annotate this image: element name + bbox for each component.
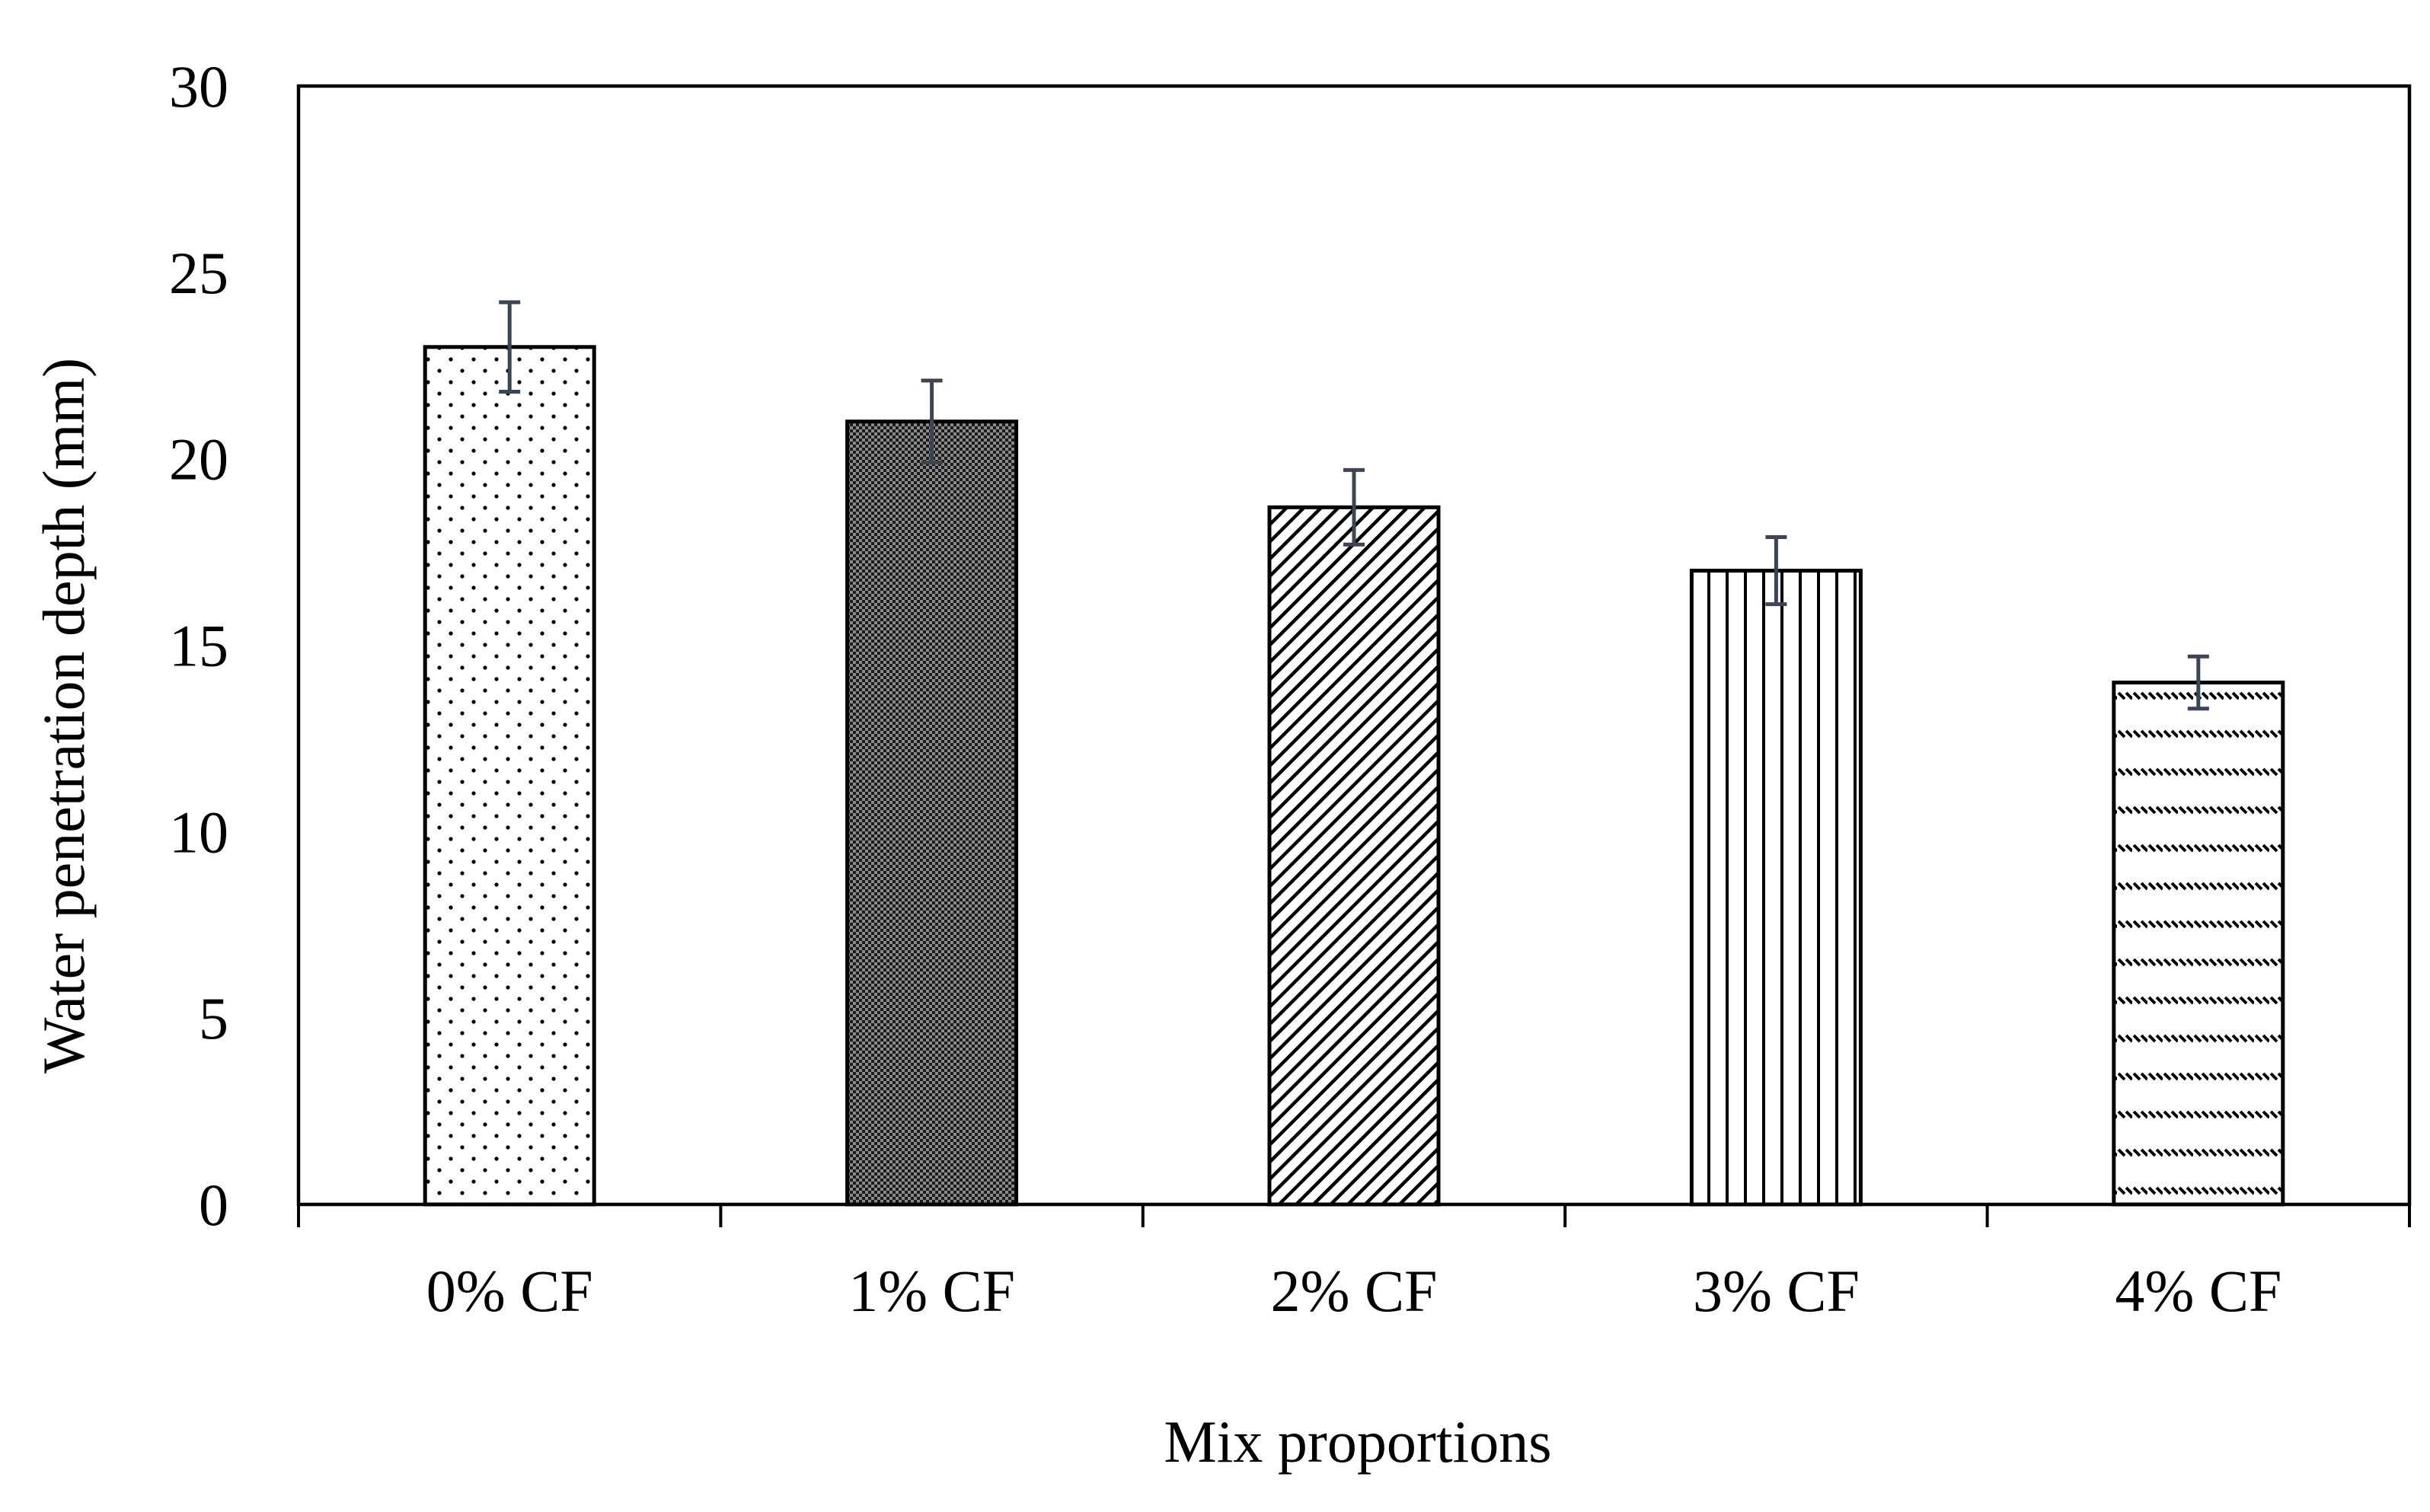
y-axis-ticks: 0 5 10 15 20 25 30: [169, 53, 228, 1238]
bar-4cf: [2112, 680, 2285, 1207]
bar-0cf: [423, 345, 596, 1207]
y-tick-label: 30: [169, 53, 228, 120]
x-axis-ticks: 0% CF 1% CF 2% CF 3% CF 4% CF: [297, 1204, 2411, 1324]
error-bars: [499, 300, 2209, 711]
y-tick-label: 15: [169, 613, 228, 679]
bar-2cf: [1267, 505, 1441, 1207]
x-tick-label: 4% CF: [2115, 1258, 2282, 1324]
y-tick-label: 20: [169, 426, 228, 493]
y-tick-label: 10: [169, 799, 228, 865]
y-tick-label: 25: [169, 240, 228, 306]
bar-3cf: [1689, 569, 1863, 1207]
x-axis-label: Mix proportions: [1164, 1408, 1551, 1475]
bar-1cf: [845, 419, 1019, 1207]
x-tick-label: 3% CF: [1693, 1258, 1860, 1324]
x-tick-label: 2% CF: [1271, 1258, 1438, 1324]
x-tick-label: 0% CF: [426, 1258, 593, 1324]
y-tick-label: 5: [199, 985, 228, 1051]
y-tick-label: 0: [199, 1172, 228, 1238]
y-axis-label: Water penetration depth (mm): [30, 358, 97, 1073]
x-tick-label: 1% CF: [848, 1258, 1015, 1324]
